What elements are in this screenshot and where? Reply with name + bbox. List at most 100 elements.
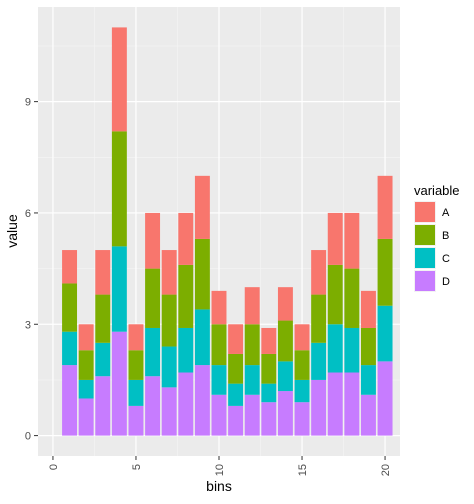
bar-segment-d-12 [244,394,260,436]
bar-segment-d-19 [360,394,376,436]
bar-segment-b-14 [277,320,293,362]
bar-segment-a-2 [78,324,94,351]
legend-label-b: B [442,230,449,242]
bar-segment-c-1 [62,331,78,366]
bar-segment-a-4 [111,27,127,132]
legend-swatch-c [415,248,435,268]
bar-segment-d-7 [161,387,177,436]
bar-segment-c-2 [78,379,94,399]
bar-segment-b-6 [145,268,161,328]
x-tick-label: 10 [214,464,226,476]
bar-segment-b-4 [111,131,127,247]
y-axis: 0 3 6 9 [25,97,38,443]
legend-label-c: C [442,253,450,265]
bar-segment-b-13 [261,353,277,384]
bar-segment-b-19 [360,327,376,366]
bar-segment-a-14 [277,287,293,321]
bar-segment-d-9 [194,365,210,436]
bar-segment-c-15 [294,379,310,403]
bar-segment-d-16 [311,379,327,436]
bar-segment-a-1 [62,250,78,284]
y-tick-label: 3 [25,319,31,331]
bars [62,27,393,436]
bar-segment-b-18 [344,268,360,328]
bar-segment-c-9 [194,309,210,366]
y-tick-label: 9 [25,97,31,109]
bar-segment-d-13 [261,402,277,436]
bar-segment-a-18 [344,212,360,269]
bar-segment-c-19 [360,365,376,395]
bar-segment-c-4 [111,246,127,332]
bar-segment-b-1 [62,283,78,332]
bar-segment-a-3 [95,250,111,295]
bar-segment-c-16 [311,342,327,380]
legend-label-a: A [442,207,450,219]
bar-segment-d-8 [178,372,194,436]
bar-segment-d-11 [228,405,244,436]
bar-segment-a-20 [377,175,393,239]
bar-segment-a-13 [261,327,277,354]
bar-segment-a-7 [161,250,177,295]
bar-segment-d-4 [111,331,127,436]
bar-segment-c-18 [344,327,360,373]
bar-segment-c-3 [95,342,111,377]
bar-segment-b-10 [211,324,227,366]
legend-swatch-b [415,225,435,245]
bar-segment-b-9 [194,238,210,310]
legend-label-d: D [442,276,450,288]
bar-segment-d-17 [327,372,343,436]
bar-segment-b-3 [95,294,111,343]
legend-swatch-a [415,202,435,222]
bar-segment-a-11 [228,324,244,354]
bar-segment-d-10 [211,394,227,436]
bar-segment-d-5 [128,405,144,436]
bar-segment-c-17 [327,324,343,373]
x-tick-label: 20 [380,464,392,476]
bar-segment-c-11 [228,383,244,406]
bar-segment-c-13 [261,383,277,403]
bar-segment-b-8 [178,264,194,328]
bar-segment-b-7 [161,294,177,347]
bar-segment-a-17 [327,212,343,265]
y-axis-title: value [4,214,20,248]
bar-segment-a-5 [128,324,144,351]
bar-segment-d-6 [145,376,161,436]
bar-segment-b-5 [128,350,144,380]
bar-segment-b-15 [294,350,310,380]
bar-segment-a-16 [311,250,327,295]
bar-segment-d-1 [62,365,78,436]
bar-segment-a-9 [194,175,210,239]
bar-segment-c-6 [145,327,161,377]
bar-segment-b-12 [244,324,260,366]
bar-segment-b-16 [311,294,327,343]
bar-segment-d-15 [294,402,310,436]
bar-segment-b-17 [327,264,343,325]
y-tick-label: 0 [25,431,31,443]
bar-segment-d-2 [78,398,94,436]
bar-segment-c-8 [178,327,194,373]
bar-segment-a-10 [211,290,227,325]
x-tick-label: 0 [48,464,60,470]
bar-segment-d-14 [277,391,293,436]
bar-segment-c-10 [211,365,227,395]
bar-segment-a-15 [294,324,310,351]
bar-segment-c-12 [244,365,260,395]
bar-segment-a-6 [145,212,161,269]
bar-segment-a-12 [244,287,260,325]
bar-segment-c-20 [377,305,393,362]
legend-title: variable [414,183,460,198]
bar-segment-d-3 [95,376,111,436]
bar-segment-c-14 [277,361,293,392]
bar-segment-a-8 [178,212,194,265]
bar-segment-b-2 [78,350,94,380]
bar-segment-a-19 [360,290,376,328]
legend-swatch-d [415,271,435,291]
bar-segment-b-20 [377,238,393,306]
bar-segment-c-7 [161,346,177,388]
x-tick-label: 15 [297,464,309,476]
bar-segment-d-18 [344,372,360,436]
x-axis: 0 5 10 15 20 [48,456,392,476]
